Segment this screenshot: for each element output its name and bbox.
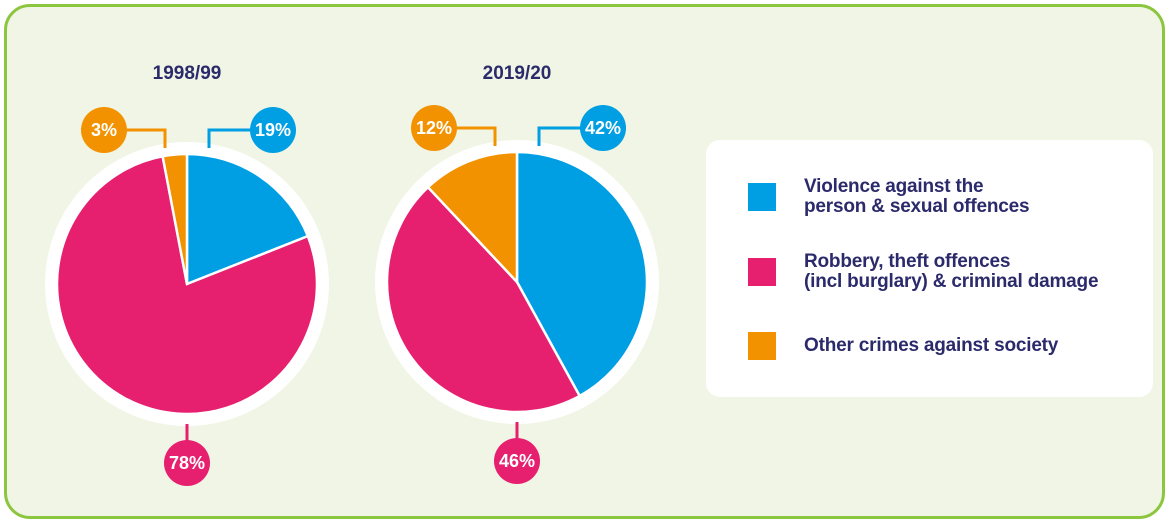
chart-title: 2019/20 xyxy=(483,63,552,84)
value-label: 46% xyxy=(499,451,535,471)
pie-slice xyxy=(515,150,649,398)
value-label: 78% xyxy=(169,453,205,473)
label-badge xyxy=(81,107,127,153)
legend: Violence against the person & sexual off… xyxy=(706,140,1153,397)
chart-title: 1998/99 xyxy=(153,63,222,84)
pie-slice xyxy=(385,185,582,414)
value-label: 42% xyxy=(585,118,621,138)
value-label: 3% xyxy=(91,120,117,140)
pie-slice xyxy=(426,150,519,286)
pie-slice xyxy=(55,154,319,416)
legend-item: Other crimes against society xyxy=(748,332,1058,360)
legend-swatch xyxy=(748,258,776,286)
label-badge xyxy=(250,107,296,153)
pie-slice xyxy=(185,152,310,286)
label-badge xyxy=(411,105,457,151)
legend-swatch xyxy=(748,332,776,360)
legend-item: Robbery, theft offences (incl burglary) … xyxy=(748,251,1099,292)
pie-slice xyxy=(161,152,189,285)
legend-item: Violence against the person & sexual off… xyxy=(748,176,1030,217)
value-label: 12% xyxy=(416,118,452,138)
label-badge xyxy=(164,440,210,486)
value-label: 19% xyxy=(255,120,291,140)
label-badge xyxy=(580,105,626,151)
legend-swatch xyxy=(748,183,776,211)
legend-label: Violence against the person & sexual off… xyxy=(804,176,1030,217)
legend-label: Robbery, theft offences (incl burglary) … xyxy=(804,251,1099,292)
legend-label: Other crimes against society xyxy=(804,335,1059,356)
label-badge xyxy=(494,438,540,484)
